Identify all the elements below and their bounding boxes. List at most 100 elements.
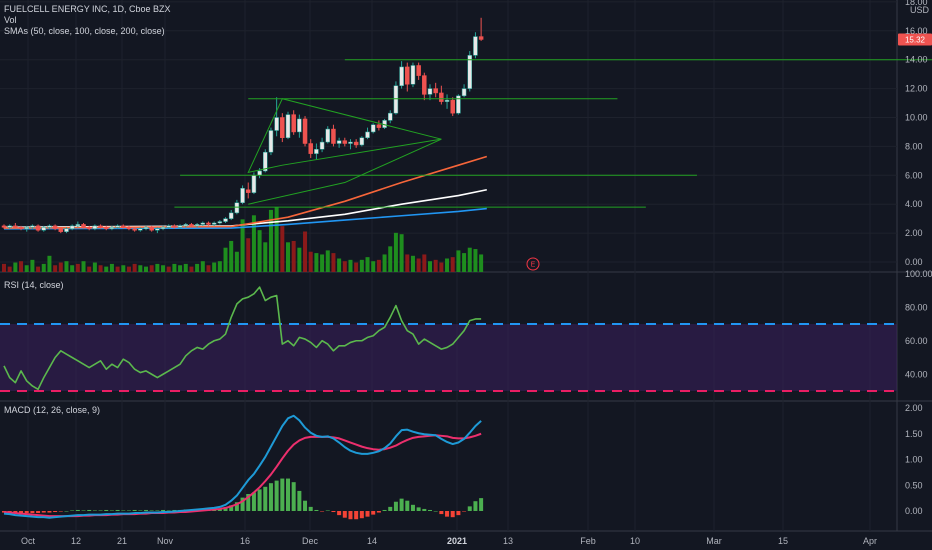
price-pane[interactable]: E	[1, 17, 932, 272]
wedge-trendline	[248, 138, 442, 205]
candle-down	[245, 189, 251, 193]
volume-bar	[263, 242, 268, 272]
macd-histogram-bar	[286, 478, 290, 511]
macd-histogram-bar	[155, 510, 160, 511]
candle-up	[444, 99, 450, 102]
symbol-title[interactable]: FUELCELL ENERGY INC, 1D, Cboe BZX	[4, 4, 171, 14]
volume-bar	[183, 263, 188, 272]
volume-bar	[24, 265, 29, 272]
rsi-axis-tick: 60.00	[905, 336, 928, 346]
time-axis-tick: 14	[367, 536, 377, 546]
price-axis-tick: 14.00	[905, 55, 928, 65]
candle-down	[405, 66, 410, 85]
macd-histogram-bar	[53, 511, 58, 513]
candle-down	[331, 128, 336, 144]
rsi-pane[interactable]	[0, 286, 897, 392]
macd-histogram-bar	[331, 511, 336, 513]
volume-bar	[371, 261, 376, 272]
candle-down	[52, 225, 58, 230]
volume-bar	[399, 234, 404, 272]
volume-bar	[416, 258, 421, 272]
macd-histogram-bar	[263, 486, 268, 511]
macd-histogram-bar	[166, 510, 171, 511]
candle-up	[257, 170, 262, 176]
macd-legend-title[interactable]: MACD (12, 26, close, 9)	[4, 405, 101, 415]
candle-down	[439, 92, 444, 102]
volume-bar	[382, 254, 387, 272]
candle-up	[393, 85, 399, 114]
rsi-legend-title[interactable]: RSI (14, close)	[4, 280, 64, 290]
candle-down	[302, 118, 308, 144]
price-legend: FUELCELL ENERGY INC, 1D, Cboe BZX Vol SM…	[4, 4, 171, 37]
volume-legend[interactable]: Vol	[4, 15, 17, 25]
macd-histogram-bar	[422, 508, 427, 511]
volume-bar	[178, 265, 183, 272]
volume-bar	[450, 257, 455, 272]
candle-up	[274, 117, 279, 131]
price-axis-tick: 2.00	[905, 228, 923, 238]
macd-histogram-bar	[291, 482, 296, 511]
sma200-line	[3, 207, 487, 230]
candle-up	[268, 130, 274, 153]
volume-bar	[331, 253, 336, 272]
candle-up	[200, 222, 206, 225]
macd-histogram-bar	[30, 511, 35, 514]
time-axis-tick: 2021	[447, 536, 467, 546]
time-axis-tick: 21	[117, 536, 127, 546]
macd-histogram-bar	[47, 511, 52, 513]
volume-bar	[109, 263, 114, 272]
candle-up	[7, 225, 12, 228]
candle-down	[342, 140, 348, 144]
candle-down	[81, 224, 86, 228]
candle-up	[64, 228, 69, 232]
volume-bar	[376, 259, 381, 272]
macd-histogram-bar	[456, 511, 461, 516]
macd-axis-tick: 0.00	[905, 506, 923, 516]
time-axis-tick: Dec	[302, 536, 319, 546]
volume-bar	[297, 247, 302, 272]
volume-bar	[405, 254, 410, 272]
candle-up	[194, 224, 200, 227]
volume-bar	[439, 262, 444, 272]
candle-down	[58, 228, 64, 232]
candle-up	[115, 225, 120, 228]
macd-histogram-bar	[240, 497, 245, 511]
volume-bar	[87, 266, 92, 272]
candle-down	[13, 225, 18, 228]
time-axis-tick: Oct	[21, 536, 36, 546]
macd-histogram-bar	[462, 511, 467, 512]
volume-bar	[138, 265, 143, 272]
volume-bar	[291, 240, 296, 272]
macd-axis-tick: 1.50	[905, 429, 923, 439]
rsi-line	[3, 286, 482, 391]
volume-bar	[81, 261, 86, 272]
macd-histogram-bar	[473, 501, 478, 511]
volume-bar	[314, 253, 319, 272]
candle-up	[109, 227, 115, 230]
macd-histogram-bar	[376, 511, 381, 513]
macd-histogram-bar	[308, 506, 313, 511]
sma-legend[interactable]: SMAs (50, close, 100, close, 200, close)	[4, 26, 165, 36]
candle-up	[456, 95, 461, 114]
candle-up	[155, 228, 160, 231]
candle-up	[467, 55, 473, 89]
last-price-value: 15.32	[905, 35, 926, 44]
macd-histogram-bar	[109, 510, 114, 511]
volume-bar	[320, 254, 325, 272]
macd-pane[interactable]	[2, 414, 484, 520]
macd-histogram-bar	[416, 507, 421, 511]
candle-up	[240, 188, 245, 204]
candle-down	[450, 99, 455, 114]
candle-up	[69, 225, 75, 230]
candle-up	[166, 225, 171, 228]
volume-bar	[13, 262, 18, 272]
volume-bar	[303, 231, 308, 272]
macd-histogram-bar	[144, 509, 148, 511]
candle-up	[160, 227, 166, 230]
candle-down	[132, 228, 137, 231]
earnings-marker[interactable]	[526, 257, 540, 271]
candle-down	[422, 75, 427, 95]
volume-bar	[342, 261, 347, 272]
price-axis-tick: 10.00	[905, 113, 928, 123]
